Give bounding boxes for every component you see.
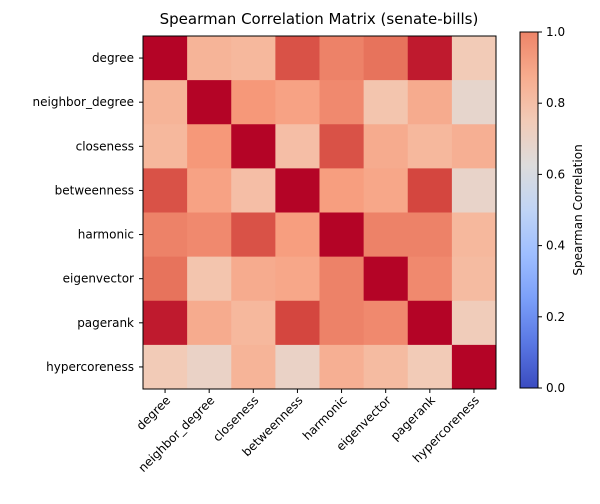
y-axis-tick-label: hypercoreness	[46, 360, 134, 374]
heatmap-cell	[319, 80, 365, 125]
heatmap-cell	[363, 124, 409, 169]
y-axis-tick-label: pagerank	[77, 316, 134, 330]
colorbar-label: Spearman Correlation	[571, 144, 585, 275]
heatmap-cell	[407, 256, 453, 302]
heatmap-cell	[187, 344, 232, 390]
heatmap-cell	[275, 212, 321, 258]
heatmap-frame	[142, 35, 497, 390]
heatmap-cell	[407, 36, 453, 81]
heatmap-cell	[187, 80, 232, 125]
heatmap-cell	[231, 80, 276, 125]
heatmap-cell	[143, 80, 188, 125]
heatmap-cell	[319, 168, 365, 214]
colorbar-tick-label: 0.8	[546, 96, 565, 110]
y-axis-tick-label: betweenness	[55, 183, 134, 197]
heatmap-cell	[407, 168, 453, 214]
heatmap-cell	[319, 36, 365, 81]
y-axis-tick-label: neighbor_degree	[33, 95, 135, 109]
heatmap-cell	[319, 256, 365, 302]
heatmap-cell	[407, 344, 453, 390]
heatmap-cell	[275, 80, 321, 125]
heatmap-cell	[319, 124, 365, 169]
heatmap-cell	[143, 256, 188, 302]
heatmap-cell	[407, 212, 453, 258]
heatmap-cells	[143, 36, 497, 390]
heatmap-cell	[231, 256, 276, 302]
heatmap-cell	[451, 344, 497, 390]
heatmap-cell	[231, 168, 276, 214]
heatmap-cell	[143, 300, 188, 346]
colorbar-tick-label: 0.6	[546, 167, 565, 181]
heatmap-cell	[363, 168, 409, 214]
heatmap-cell	[407, 300, 453, 346]
heatmap-cell	[451, 212, 497, 258]
heatmap-cell	[275, 256, 321, 302]
heatmap-cell	[363, 344, 409, 390]
heatmap-cell	[187, 212, 232, 258]
y-axis-tick-label: degree	[92, 51, 134, 65]
heatmap-cell	[275, 344, 321, 390]
colorbar-tick-label: 0.4	[546, 239, 565, 253]
y-axis-tick-label: harmonic	[78, 228, 134, 242]
heatmap-cell	[143, 36, 188, 81]
heatmap-cell	[451, 124, 497, 169]
colorbar-gradient	[519, 31, 539, 389]
x-axis-tick-label: neighbor_degree	[136, 393, 218, 475]
heatmap-cell	[143, 168, 188, 214]
heatmap-cell	[187, 124, 232, 169]
heatmap-cell	[451, 168, 497, 214]
heatmap-cell	[187, 36, 232, 81]
heatmap-cell	[363, 80, 409, 125]
x-axis-tick-labels: degreeneighbor_degreeclosenessbetweennes…	[134, 389, 482, 475]
heatmap-cell	[275, 124, 321, 169]
y-axis-tick-label: eigenvector	[63, 272, 134, 286]
colorbar-ticks: 0.0 0.2 0.4 0.6 0.8 1.0	[538, 25, 565, 395]
heatmap-cell	[407, 124, 453, 169]
y-axis-tick-label: closeness	[76, 139, 134, 153]
heatmap-cell	[451, 36, 497, 81]
heatmap-cell	[187, 300, 232, 346]
heatmap-cell	[231, 344, 276, 390]
x-axis-tick-label: degree	[134, 393, 174, 433]
colorbar-tick-label: 1.0	[546, 25, 565, 39]
heatmap-cell	[231, 300, 276, 346]
heatmap-cell	[275, 36, 321, 81]
heatmap-cell	[363, 256, 409, 302]
colorbar: 0.0 0.2 0.4 0.6 0.8 1.0 Spearman Correlation	[519, 25, 585, 395]
colorbar-tick-label: 0.0	[546, 381, 565, 395]
heatmap-cell	[187, 168, 232, 214]
chart-title: Spearman Correlation Matrix (senate-bill…	[160, 10, 479, 28]
heatmap-cell	[319, 212, 365, 258]
heatmap-cell	[407, 80, 453, 125]
heatmap-cell	[143, 124, 188, 169]
heatmap-cell	[275, 300, 321, 346]
heatmap-cell	[231, 124, 276, 169]
heatmap-cell	[451, 256, 497, 302]
colorbar-tick-label: 0.2	[546, 310, 565, 324]
heatmap-cell	[363, 300, 409, 346]
heatmap-cell	[319, 300, 365, 346]
heatmap-cell	[451, 80, 497, 125]
heatmap-cell	[143, 212, 188, 258]
heatmap-cell	[363, 36, 409, 81]
y-axis-tick-labels: degree neighbor_degree closeness betweennes…	[33, 51, 143, 374]
heatmap-cell	[143, 344, 188, 390]
heatmap-cell	[451, 300, 497, 346]
heatmap-cell	[275, 168, 321, 214]
heatmap-cell	[231, 212, 276, 258]
heatmap-cell	[187, 256, 232, 302]
heatmap-cell	[231, 36, 276, 81]
heatmap-cell	[363, 212, 409, 258]
heatmap-cell	[319, 344, 365, 390]
